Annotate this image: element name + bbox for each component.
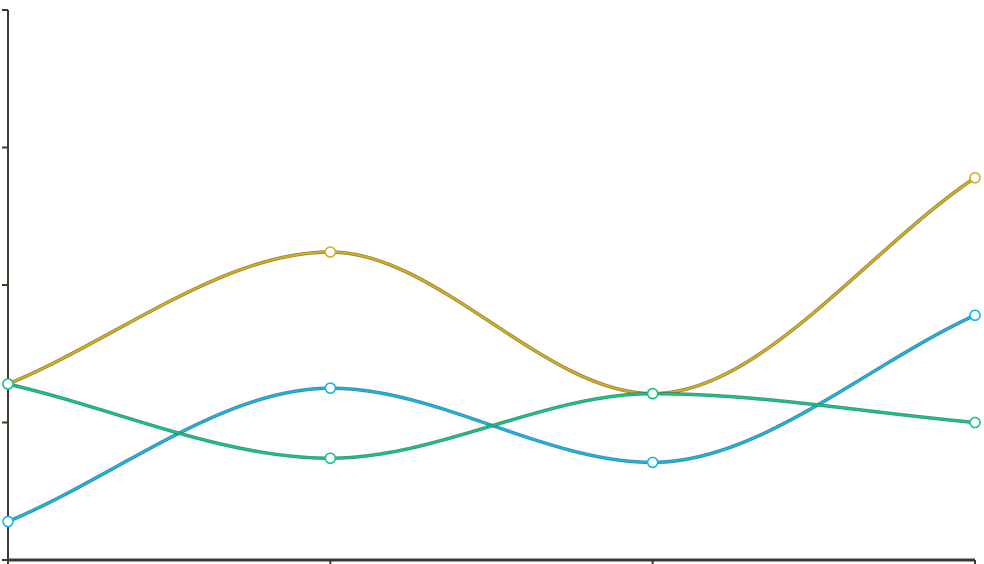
points-group (2, 172, 981, 528)
data-point-green-3 (969, 416, 981, 429)
data-point-blue-1 (324, 382, 337, 394)
axes (2, 9, 976, 564)
series-line-edge-blue (6, 313, 977, 524)
series-line-green (7, 383, 976, 460)
series-line-edge-gold (6, 176, 977, 396)
series-group (6, 176, 977, 524)
data-point-gold-1 (324, 246, 337, 258)
series-line-blue (7, 314, 976, 523)
data-point-blue-0 (2, 515, 14, 528)
data-point-green-2 (646, 387, 659, 400)
data-point-gold-3 (969, 172, 981, 184)
series-line-gold (7, 176, 976, 395)
data-point-blue-2 (646, 456, 659, 469)
data-point-green-1 (324, 452, 337, 464)
data-point-green-0 (2, 378, 14, 390)
data-point-blue-3 (969, 309, 981, 321)
